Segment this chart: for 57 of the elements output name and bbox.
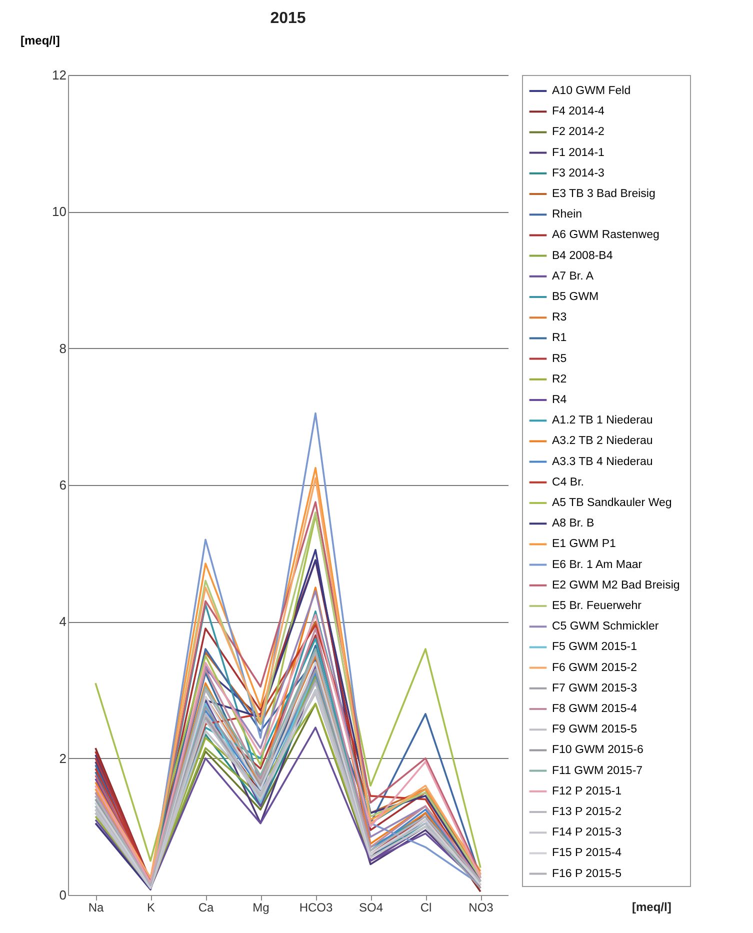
legend-label: C5 GWM Schmickler xyxy=(552,620,659,633)
legend-label: F10 GWM 2015-6 xyxy=(552,744,644,756)
legend-label: F8 GWM 2015-4 xyxy=(552,703,638,715)
legend-label: F7 GWM 2015-3 xyxy=(552,682,637,694)
chart-title: 2015 xyxy=(270,10,306,27)
legend-label: F2 2014-2 xyxy=(552,126,604,138)
legend-label: A10 GWM Feld xyxy=(552,85,631,97)
legend-label: F15 P 2015-4 xyxy=(552,847,622,860)
legend-label: A1.2 TB 1 Niederau xyxy=(552,414,653,427)
x-tick-label: Na xyxy=(88,900,104,914)
legend-label: F6 GWM 2015-2 xyxy=(552,662,637,674)
legend-label: F3 2014-3 xyxy=(552,167,604,180)
y-tick-label: 6 xyxy=(59,478,66,492)
x-tick-label: K xyxy=(146,900,156,914)
legend-label: A8 Br. B xyxy=(552,518,595,530)
y-tick-label: 8 xyxy=(59,340,66,356)
legend-label: E6 Br. 1 Am Maar xyxy=(552,558,642,571)
legend-label: B4 2008-B4 xyxy=(552,250,614,262)
legend-label: F1 2014-1 xyxy=(552,146,604,159)
legend-label: A3.3 TB 4 Niederau xyxy=(552,456,653,468)
legend-label: F14 P 2015-3 xyxy=(552,826,622,839)
legend-label: C4 Br. xyxy=(552,476,584,488)
text: [meq/l] xyxy=(632,900,672,914)
x-tick-label: Cl xyxy=(420,900,432,914)
legend-label: A6 GWM Rastenweg xyxy=(552,229,660,242)
legend-label: F11 GWM 2015-7 xyxy=(552,764,643,777)
y-tick-label: 0 xyxy=(59,888,66,902)
legend-label: A7 Br. A xyxy=(552,270,594,282)
legend-label: R3 xyxy=(552,312,567,324)
x-tick-label: NO3 xyxy=(468,900,494,914)
legend-label: Rhein xyxy=(552,208,582,221)
y-tick-label: 4 xyxy=(59,614,66,630)
x-tick-label: Ca xyxy=(198,900,214,914)
legend-label: R4 xyxy=(552,394,568,406)
legend-label: A5 TB Sandkauler Weg xyxy=(552,497,672,509)
legend-label: E5 Br. Feuerwehr xyxy=(552,600,642,612)
y-tick-label: 2 xyxy=(59,750,66,766)
legend-label: F5 GWM 2015-1 xyxy=(552,641,637,654)
legend-label: B5 GWM xyxy=(552,291,599,303)
legend-label: F9 GWM 2015-5 xyxy=(552,724,637,736)
legend-label: F12 P 2015-1 xyxy=(552,785,622,798)
legend-label: A3.2 TB 2 Niederau xyxy=(552,435,653,448)
x-tick-label: SO4 xyxy=(358,900,384,914)
legend-label: F4 2014-4 xyxy=(552,106,606,118)
legend-label: R1 xyxy=(552,332,567,344)
legend-label: R5 xyxy=(552,352,567,365)
x-tick-label: HCO3 xyxy=(299,900,333,914)
legend-label: E2 GWM M2 Bad Breisig xyxy=(552,579,680,592)
legend-label: F13 P 2015-2 xyxy=(552,806,622,818)
y-tick-label: 12 xyxy=(52,68,66,82)
y-axis-title: [meq/l] xyxy=(20,34,60,48)
y-tick-label: 10 xyxy=(52,204,66,220)
legend-label: E3 TB 3 Bad Breisig xyxy=(552,188,656,200)
legend-label: R2 xyxy=(552,373,567,386)
legend-label: F16 P 2015-5 xyxy=(552,868,622,880)
legend-label: E1 GWM P1 xyxy=(552,538,616,550)
x-tick-label: Mg xyxy=(252,900,270,914)
